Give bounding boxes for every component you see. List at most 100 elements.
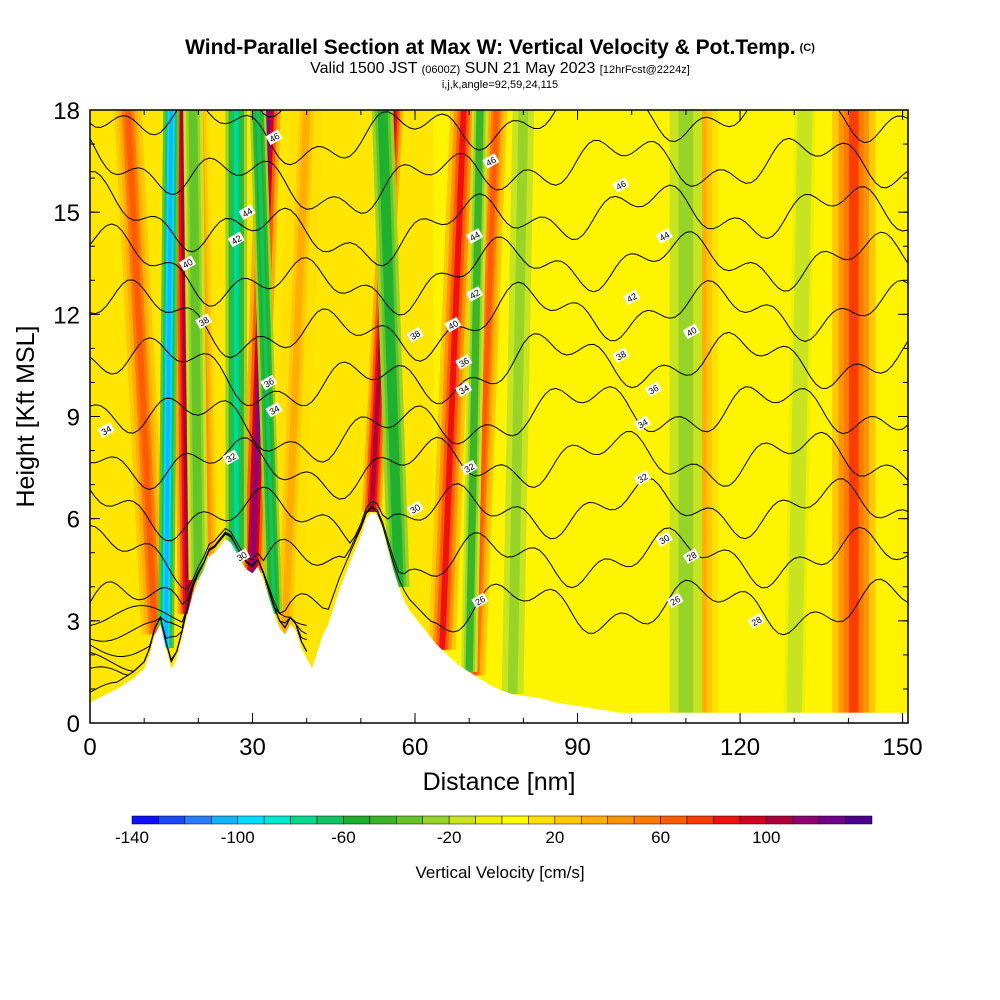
theta-label-text: 38 — [197, 315, 211, 329]
theta-label-text: 42 — [468, 287, 482, 301]
theta-contour-42 — [90, 171, 908, 267]
theta-label-bg — [222, 449, 240, 466]
x-tick-label: 90 — [564, 734, 591, 761]
theta-label-0: 34 — [97, 422, 115, 438]
theta-label-bg — [471, 592, 489, 609]
theta-label-31: 28 — [747, 613, 765, 629]
colorbar-tick-label: 20 — [545, 828, 564, 847]
colorbar-swatch — [766, 815, 793, 825]
theta-label-bg — [260, 374, 278, 391]
theta-label-text: 44 — [241, 206, 255, 220]
chart-subtitle: Valid 1500 JST (0600Z) SUN 21 May 2023 [… — [310, 60, 690, 77]
colorbar-swatch — [422, 815, 450, 825]
theta-label-10: 30 — [406, 500, 424, 517]
theta-label-bg — [612, 347, 630, 364]
theta-label-text: 32 — [636, 471, 650, 485]
theta-label-text: 30 — [408, 502, 422, 516]
theta-label-text: 28 — [750, 614, 764, 628]
theta-label-bg — [227, 231, 245, 248]
colorbar-tick-label: 100 — [752, 828, 780, 847]
colorbar-swatch — [263, 815, 291, 825]
theta-label-20: 46 — [612, 177, 630, 193]
theta-label-text: 26 — [668, 594, 682, 608]
theta-label-text: 34 — [268, 403, 282, 417]
theta-label-6: 40 — [178, 255, 197, 272]
x-tick-label: 0 — [83, 734, 96, 761]
theta-label-29: 28 — [682, 548, 700, 564]
terrain — [90, 511, 908, 723]
theta-label-text: 36 — [262, 376, 276, 390]
theta-label-text: 34 — [636, 417, 650, 431]
updraft-band-6-layer-3 — [439, 110, 467, 650]
downdraft-band-1-layer-3 — [190, 110, 201, 580]
theta-label-17: 42 — [466, 286, 484, 302]
theta-label-text: 38 — [614, 349, 628, 363]
downdraft-band-3-layer-3 — [256, 110, 276, 615]
theta-label-bg — [460, 459, 478, 476]
theta-label-text: 32 — [224, 451, 238, 465]
theta-contour-26 — [90, 507, 908, 636]
theta-label-bg — [612, 177, 630, 193]
theta-label-16: 32 — [460, 459, 478, 476]
theta-contour-48 — [259, 110, 283, 118]
colorbar-swatch — [554, 815, 582, 825]
theta-contour-38 — [90, 279, 908, 362]
colorbar-swatch — [237, 815, 265, 825]
theta-label-text: 30 — [658, 533, 672, 547]
theta-label-bg — [633, 469, 652, 486]
y-tick-label: 9 — [67, 405, 80, 432]
colorbar-swatch — [633, 815, 661, 825]
theta-label-text: 46 — [614, 179, 628, 193]
theta-label-text: 40 — [446, 318, 460, 332]
colorbar-swatch — [158, 815, 186, 825]
theta-label-text: 44 — [468, 230, 482, 244]
theta-label-text: 46 — [484, 155, 498, 169]
colorbar-swatch — [369, 815, 397, 825]
colorbar-swatch — [607, 815, 635, 825]
theta-label-7: 42 — [227, 231, 245, 248]
theta-label-text: 38 — [408, 328, 422, 342]
theta-label-bg — [623, 289, 641, 306]
copyright-mark: (C) — [799, 42, 815, 54]
theta-label-bg — [682, 548, 700, 564]
chart-indices: i,j,k,angle=92,59,24,115 — [441, 79, 559, 91]
theta-label-bg — [644, 381, 662, 398]
colorbar-label: Vertical Velocity [cm/s] — [415, 863, 585, 882]
theta-label-bg — [178, 255, 197, 272]
theta-label-bg — [633, 415, 652, 432]
theta-label-bg — [406, 326, 424, 343]
colorbar-swatch — [131, 815, 159, 825]
y-axis-label: Height [Kft MSL] — [12, 325, 40, 507]
colorbar-swatch — [713, 815, 741, 825]
colorbar-swatch — [581, 815, 608, 825]
theta-label-23: 40 — [682, 323, 700, 340]
downdraft-band-5-layer-3 — [467, 110, 482, 672]
theta-label-3: 34 — [265, 401, 283, 418]
theta-label-bg — [482, 153, 500, 169]
colorbar-tick-label: -140 — [115, 828, 149, 847]
colorbar-swatch — [845, 815, 873, 825]
theta-label-bg — [655, 228, 673, 244]
theta-label-9: 46 — [265, 129, 283, 146]
theta-label-text: 34 — [100, 424, 114, 438]
theta-label-2: 30 — [233, 548, 251, 564]
theta-label-text: 42 — [625, 291, 639, 305]
downdraft-band-4-layer-3 — [380, 110, 402, 587]
colorbar-swatch — [396, 815, 423, 825]
theta-label-22: 42 — [623, 289, 641, 306]
theta-label-4: 36 — [260, 374, 278, 391]
x-tick-label: 30 — [239, 734, 266, 761]
colorbar-swatch — [501, 815, 529, 825]
colorbar-swatch — [818, 815, 846, 825]
colorbar-swatch — [184, 815, 212, 825]
x-tick-label: 60 — [402, 734, 429, 761]
colorbar-swatch — [211, 815, 238, 825]
theta-label-bg — [655, 531, 673, 547]
theta-contour-low-5 — [90, 531, 307, 626]
y-tick-label: 0 — [67, 711, 80, 738]
theta-label-bg — [455, 354, 473, 370]
colorbar-swatch — [660, 815, 688, 825]
theta-label-text: 36 — [457, 356, 471, 370]
colorbar: -140 -100 -60 -20 20 60 100 — [115, 815, 873, 847]
y-tick-label: 3 — [67, 609, 80, 636]
